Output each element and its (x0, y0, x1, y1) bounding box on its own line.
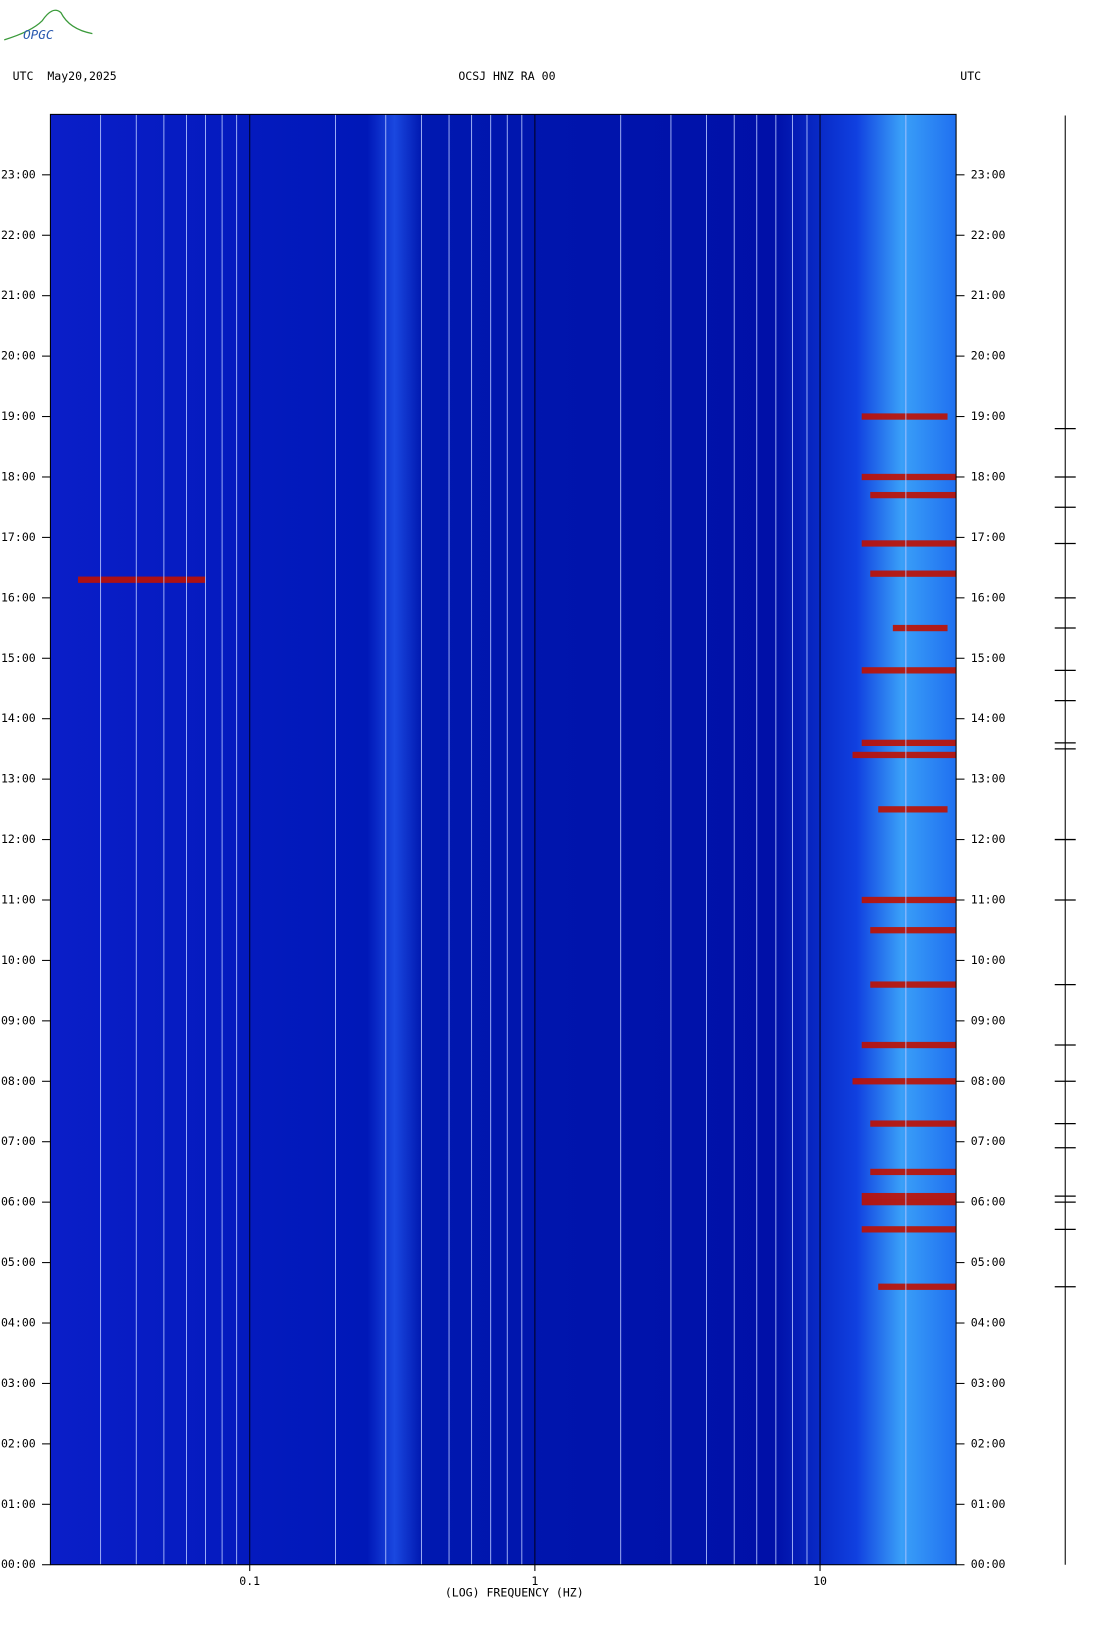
energy-band (892, 624, 948, 632)
y-tick-label-right: 00:00 (971, 1557, 1006, 1571)
y-tick-label-right: 12:00 (971, 832, 1006, 846)
energy-band (870, 1168, 957, 1176)
energy-band (861, 1041, 957, 1049)
y-tick-label: 20:00 (1, 349, 36, 363)
y-tick-label-right: 18:00 (971, 469, 1006, 483)
spectrogram-background (50, 114, 957, 1565)
y-tick-label-right: 15:00 (971, 651, 1006, 665)
energy-band (861, 896, 957, 904)
y-tick-label: 07:00 (1, 1134, 36, 1148)
energy-band (852, 751, 957, 759)
y-tick-label: 18:00 (1, 469, 36, 483)
y-tick-label: 06:00 (1, 1195, 36, 1209)
energy-band (861, 473, 957, 481)
y-tick-label: 17:00 (1, 530, 36, 544)
y-tick-label-right: 22:00 (971, 228, 1006, 242)
y-tick-label-right: 05:00 (971, 1255, 1006, 1269)
y-tick-label-right: 21:00 (971, 288, 1006, 302)
y-tick-label-right: 16:00 (971, 590, 1006, 604)
energy-band (870, 981, 957, 988)
y-tick-label: 19:00 (1, 409, 36, 423)
y-tick-label: 16:00 (1, 590, 36, 604)
title-right: UTC (960, 69, 981, 83)
y-tick-label-right: 02:00 (971, 1436, 1006, 1450)
y-tick-label: 13:00 (1, 772, 36, 786)
y-tick-label-right: 13:00 (971, 772, 1006, 786)
energy-band (870, 570, 957, 577)
title-left: UTC May20,2025 (13, 69, 117, 83)
logo: OPGC (4, 9, 93, 42)
energy-band (78, 576, 206, 583)
y-tick-label-right: 23:00 (971, 167, 1006, 181)
y-tick-label: 22:00 (1, 228, 36, 242)
y-tick-label: 12:00 (1, 832, 36, 846)
y-tick-label: 03:00 (1, 1376, 36, 1390)
x-axis-label: (LOG) FREQUENCY (HZ) (445, 1586, 584, 1600)
y-tick-label: 00:00 (1, 1557, 36, 1571)
energy-band (870, 927, 957, 934)
plot-frame (49, 113, 957, 1566)
energy-band (861, 413, 948, 420)
energy-band (870, 491, 957, 499)
y-tick-label: 02:00 (1, 1436, 36, 1450)
y-tick-label-right: 06:00 (971, 1195, 1006, 1209)
energy-band (852, 1078, 957, 1085)
y-tick-label: 10:00 (1, 953, 36, 967)
energy-band (870, 1120, 957, 1127)
y-tick-label-right: 03:00 (971, 1376, 1006, 1390)
chart-title: OCSJ HNZ RA 00 (458, 69, 555, 83)
y-tick-label-right: 14:00 (971, 711, 1006, 725)
y-tick-label: 01:00 (1, 1497, 36, 1511)
y-tick-label-right: 10:00 (971, 953, 1006, 967)
y-tick-label: 15:00 (1, 651, 36, 665)
energy-band (861, 739, 957, 747)
y-tick-label-right: 11:00 (971, 892, 1006, 906)
energy-band (861, 1199, 957, 1206)
energy-band (861, 1192, 957, 1200)
y-tick-label: 04:00 (1, 1316, 36, 1330)
y-tick-label-right: 08:00 (971, 1074, 1006, 1088)
y-tick-label-right: 19:00 (971, 409, 1006, 423)
energy-band (861, 540, 957, 547)
y-tick-label-right: 09:00 (971, 1013, 1006, 1027)
y-tick-label: 11:00 (1, 892, 36, 906)
y-tick-label-right: 01:00 (971, 1497, 1006, 1511)
energy-band (878, 806, 948, 813)
y-tick-label-right: 17:00 (971, 530, 1006, 544)
y-tick-label: 09:00 (1, 1013, 36, 1027)
y-tick-label: 08:00 (1, 1074, 36, 1088)
logo-text: OPGC (23, 27, 54, 42)
y-tick-label: 21:00 (1, 288, 36, 302)
energy-band (878, 1283, 957, 1290)
energy-band (861, 667, 957, 674)
y-tick-label: 05:00 (1, 1255, 36, 1269)
y-tick-label-right: 20:00 (971, 349, 1006, 363)
energy-band (861, 1226, 957, 1233)
x-tick-label: 1 (531, 1574, 538, 1588)
y-tick-label-right: 04:00 (971, 1316, 1006, 1330)
y-tick-label-right: 07:00 (971, 1134, 1006, 1148)
x-tick-label: 0.1 (239, 1574, 260, 1588)
y-tick-label: 14:00 (1, 711, 36, 725)
x-tick-label: 10 (813, 1574, 827, 1588)
y-tick-label: 23:00 (1, 167, 36, 181)
